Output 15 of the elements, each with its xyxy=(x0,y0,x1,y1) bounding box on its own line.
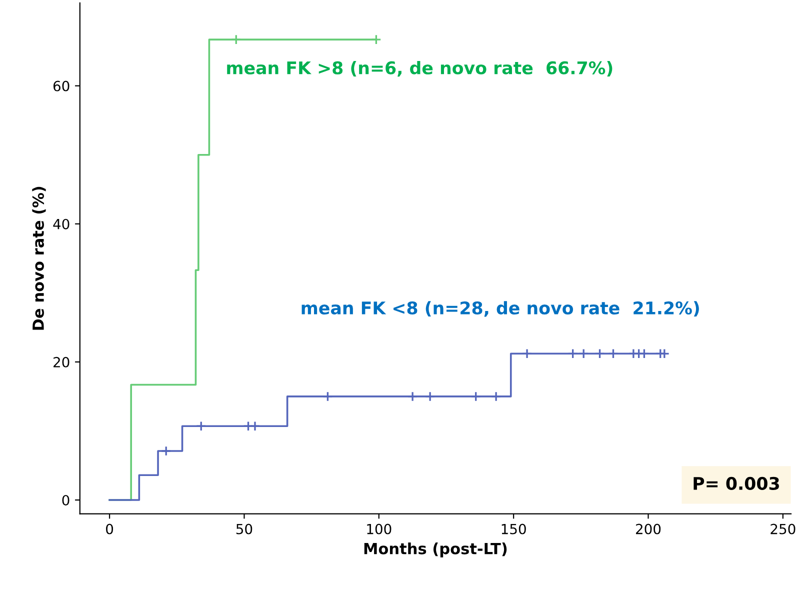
y-tick-label: 60 xyxy=(53,80,70,92)
series-label: mean FK >8 (n=6, de novo rate 66.7%) xyxy=(227,60,612,77)
y-tick-label: 40 xyxy=(53,218,70,230)
x-tick-label: 50 xyxy=(236,524,252,534)
x-tick-label: 100 xyxy=(367,524,392,534)
y-axis-title: De novo rate (%) xyxy=(32,186,46,330)
y-tick-label: 20 xyxy=(54,356,70,368)
x-tick-label: 150 xyxy=(502,524,526,534)
x-tick-label: 200 xyxy=(636,524,661,534)
x-tick-label: 250 xyxy=(770,524,796,534)
text: mean FK <8 (n=28, de novo rate 21.2%) xyxy=(302,301,699,317)
x-axis-title: Months (post-LT) xyxy=(364,542,507,558)
y-tick-label: 0 xyxy=(62,494,70,506)
x-tick-label: 0 xyxy=(106,524,114,534)
annotation: P= 0.003 xyxy=(694,476,779,490)
